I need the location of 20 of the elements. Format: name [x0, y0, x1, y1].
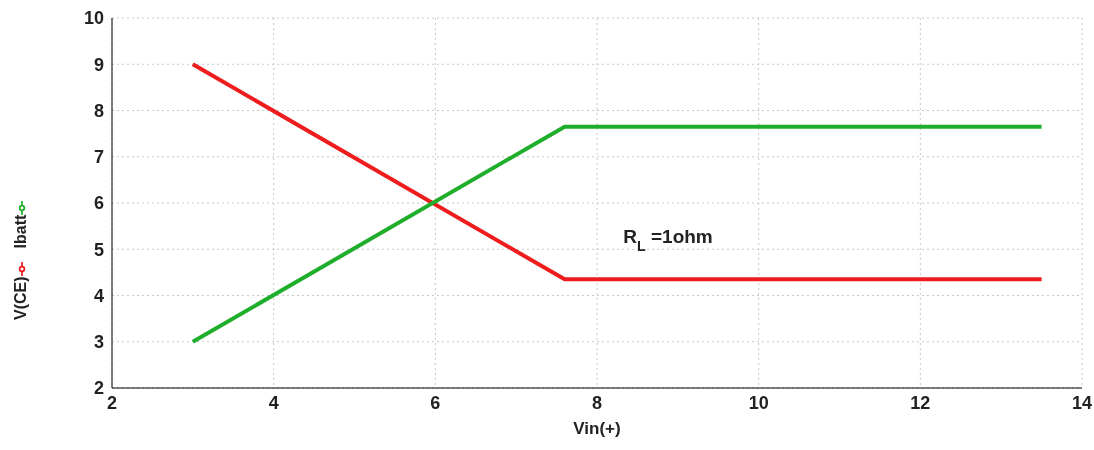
y-tick-label: 5	[93, 239, 104, 260]
legend-label: V(CE)	[12, 276, 29, 320]
x-tick-label: 6	[430, 392, 441, 413]
x-tick-label: 12	[910, 392, 931, 413]
x-tick-label: 10	[748, 392, 769, 413]
y-tick-label: 3	[93, 332, 104, 353]
x-tick-label: 4	[268, 392, 279, 413]
x-axis-title: Vin(+)	[573, 419, 621, 438]
y-tick-label: 2	[93, 378, 104, 399]
y-tick-label: 6	[93, 193, 104, 214]
x-tick-label: 14	[1071, 392, 1093, 413]
y-tick-label: 9	[93, 54, 104, 75]
x-tick-label: 8	[591, 392, 603, 413]
legend-label: Ibatt	[12, 214, 29, 249]
y-tick-label: 8	[93, 100, 104, 121]
y-tick-label: 10	[83, 8, 104, 29]
y-tick-label: 4	[93, 285, 104, 306]
y-tick-label: 7	[93, 147, 104, 168]
annotation: R$_{L}$ =1ohm	[623, 226, 713, 254]
x-tick-label: 2	[106, 392, 118, 413]
